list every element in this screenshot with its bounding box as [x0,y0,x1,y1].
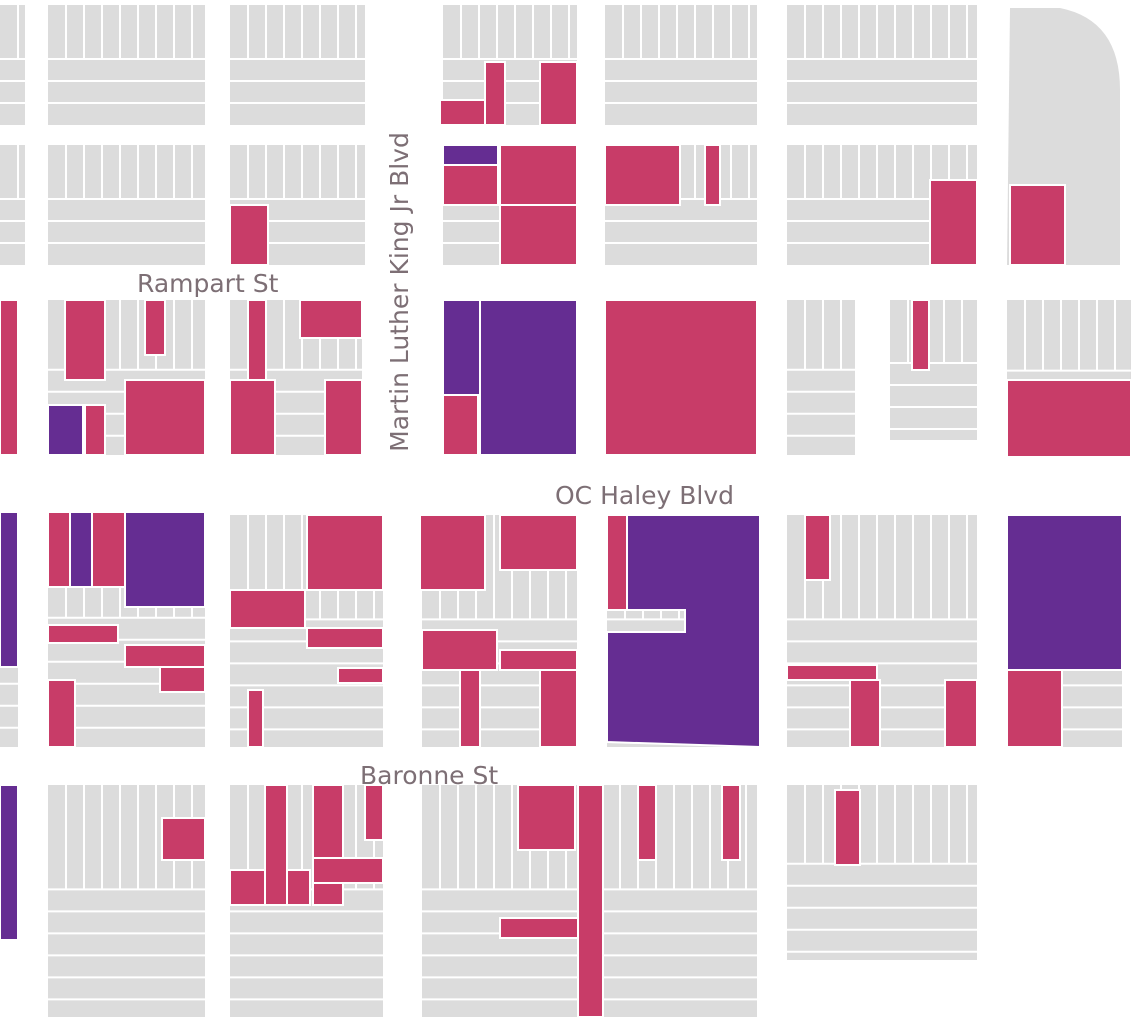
parcel [911,299,930,371]
parcel [499,514,578,571]
city-block [787,5,977,125]
parcel [161,817,206,861]
parcel [721,784,741,861]
city-block [230,5,365,125]
parcel [324,379,363,456]
parcel [442,144,499,166]
parcel [1009,184,1066,266]
parcel [539,669,578,748]
parcel [159,666,206,693]
parcel [539,61,578,126]
parcel [804,514,831,581]
parcel [299,299,363,339]
parcel [84,404,106,456]
parcel [484,61,506,126]
city-block [787,785,977,960]
parcel [604,144,681,206]
street-label: OC Haley Blvd [555,481,734,510]
parcel [1006,379,1131,458]
parcel [47,404,84,456]
parcel [337,667,384,684]
parcel [229,589,306,629]
parcel [247,689,264,748]
parcel [499,144,578,206]
parcel [312,784,344,906]
parcel [439,99,486,126]
parcel [577,784,604,1018]
parcel [306,514,384,591]
parcel [849,679,881,748]
parcel [229,379,276,456]
parcel [229,204,269,266]
parcel [499,204,578,266]
city-block [605,5,757,125]
parcel [704,144,721,206]
parcel [442,394,479,456]
city-block [787,300,855,455]
parcel [944,679,978,748]
parcel [637,784,657,861]
parcel [0,511,19,668]
parcel [306,627,384,649]
parcel [929,179,978,266]
parcel [499,917,579,939]
parcel [1006,514,1123,671]
parcel [421,629,498,671]
parcel [499,649,578,671]
parcel [606,514,761,749]
street-label: Martin Luther King Jr Blvd [385,132,414,452]
parcel [606,514,628,611]
parcel [247,299,267,381]
city-block [0,145,25,265]
parcel [419,514,486,591]
parcel [517,784,576,851]
parcel [442,299,481,396]
parcel [0,299,19,456]
city-block [48,5,205,125]
parcel [459,669,481,748]
parcel [124,379,206,456]
parcel [364,784,384,841]
street-label: Baronne St [360,761,498,790]
parcels [0,61,1131,1018]
city-block [0,5,25,125]
parcel [312,857,384,884]
parcel [442,164,499,206]
parcel [47,679,76,748]
parcel [834,789,861,866]
parcel [786,664,878,681]
parcel [124,511,206,608]
parcel [69,511,93,588]
city-block [890,300,977,440]
parcel [0,784,19,941]
city-block [48,145,205,265]
parcel [124,644,206,668]
parcel [1006,667,1063,748]
parcel [47,624,119,644]
parcel [64,299,106,381]
parcel [604,299,758,456]
parcel [264,784,288,906]
parcel [479,299,578,456]
parcel [144,299,166,356]
street-label: Rampart St [137,269,279,298]
